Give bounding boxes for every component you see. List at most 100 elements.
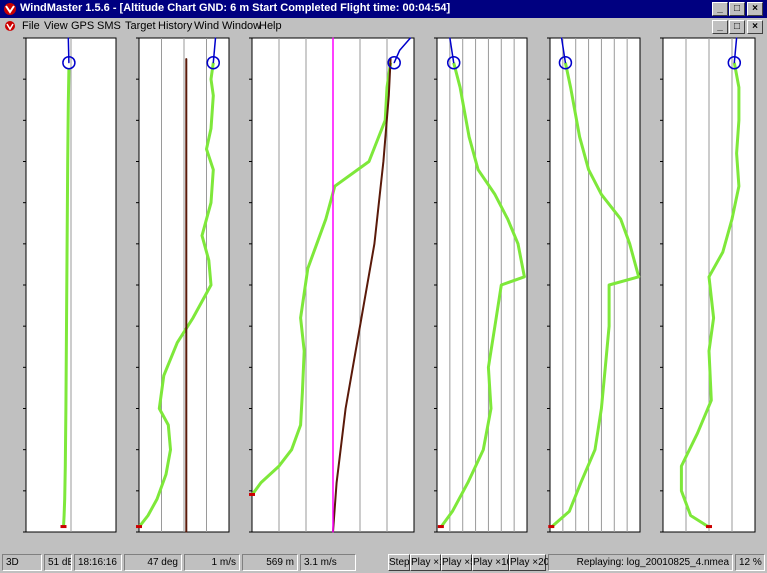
data-point-current xyxy=(214,37,217,39)
window-title: WindMaster 1.5.6 - [Altitude Chart GND: … xyxy=(20,2,451,14)
menu-target[interactable]: Target xyxy=(125,20,156,32)
child-restore-button[interactable]: □ xyxy=(729,20,745,34)
data-point-profile xyxy=(165,473,167,475)
series-profile xyxy=(439,62,526,528)
menu-gps[interactable]: GPS xyxy=(71,20,95,32)
data-point-profile xyxy=(451,510,454,513)
data-point-profile xyxy=(325,218,327,220)
menu-file[interactable]: File xyxy=(22,20,40,32)
data-point-profile xyxy=(64,465,66,467)
data-point-trend xyxy=(185,57,187,60)
data-point-profile xyxy=(736,152,738,154)
data-point-current xyxy=(399,49,401,51)
data-point-profile xyxy=(600,193,603,196)
data-point-profile xyxy=(568,510,570,513)
data-point-current xyxy=(67,37,69,39)
series-profile xyxy=(250,62,393,496)
data-point-trend xyxy=(382,160,384,163)
close-button[interactable]: × xyxy=(747,2,763,16)
menu-history[interactable]: History xyxy=(158,20,193,32)
data-point-profile xyxy=(176,342,178,344)
plot-area xyxy=(436,37,528,533)
data-point-profile xyxy=(64,498,66,500)
data-point-current xyxy=(449,37,451,39)
data-point-profile xyxy=(67,103,69,105)
data-point-profile xyxy=(500,284,502,286)
status-fix: 3D xyxy=(2,554,42,571)
data-point-profile xyxy=(210,202,212,204)
child-minimize-button[interactable]: _ xyxy=(712,20,728,34)
step-button[interactable]: Step xyxy=(388,554,410,571)
data-point-profile xyxy=(65,407,67,410)
data-point-profile xyxy=(604,366,606,368)
data-point-profile xyxy=(494,325,496,327)
data-point-profile xyxy=(708,350,710,352)
minimize-button[interactable]: _ xyxy=(712,2,728,16)
data-point-profile xyxy=(710,399,712,401)
series-profile xyxy=(550,62,641,529)
status-signal: 51 dB xyxy=(44,554,72,571)
data-point-profile xyxy=(638,276,640,278)
data-point-profile xyxy=(690,514,692,517)
data-point-profile xyxy=(680,490,683,492)
data-point-trend xyxy=(373,243,375,245)
app-logo-icon xyxy=(4,3,16,15)
data-point-profile xyxy=(722,251,724,253)
data-point-profile xyxy=(490,407,492,410)
data-point-profile xyxy=(212,169,214,171)
start-marker xyxy=(60,525,67,529)
play-x1-button[interactable]: Play ×1 xyxy=(410,554,445,571)
data-point-profile xyxy=(386,86,388,88)
data-point-profile xyxy=(65,325,68,327)
child-close-button[interactable]: × xyxy=(747,20,763,34)
data-point-profile xyxy=(167,424,169,426)
play-x20-button[interactable]: Play ×20 xyxy=(509,554,549,571)
data-point-current xyxy=(453,62,455,64)
document-icon[interactable] xyxy=(3,19,17,33)
current-position-marker xyxy=(558,55,573,70)
series-current xyxy=(733,37,738,63)
data-point-trend xyxy=(185,531,187,533)
menu-sms[interactable]: SMS xyxy=(97,20,121,32)
data-point-profile xyxy=(494,193,496,196)
data-point-profile xyxy=(156,498,158,500)
data-point-current xyxy=(733,62,735,64)
data-point-profile xyxy=(482,449,484,451)
data-point-profile xyxy=(278,465,280,467)
data-point-current xyxy=(409,37,411,39)
menu-help[interactable]: Help xyxy=(259,20,282,32)
menu-bar: File View GPS SMS Target History Wind Wi… xyxy=(0,18,767,35)
data-point-profile xyxy=(731,218,733,220)
data-point-current xyxy=(560,37,563,39)
play-x5-button[interactable]: Play ×5 xyxy=(441,554,476,571)
data-point-profile xyxy=(67,160,69,163)
start-marker xyxy=(136,525,142,529)
data-point-profile xyxy=(713,317,715,319)
data-point-profile xyxy=(487,366,490,368)
data-point-current xyxy=(393,62,395,64)
data-point-profile xyxy=(66,243,68,245)
data-point-profile xyxy=(63,514,65,517)
data-point-profile xyxy=(368,160,370,163)
start-marker xyxy=(249,492,255,496)
series-current xyxy=(560,37,567,63)
maximize-button[interactable]: □ xyxy=(729,2,745,16)
data-point-profile xyxy=(210,78,212,80)
data-point-profile xyxy=(334,185,336,187)
play-x10-button[interactable]: Play ×10 xyxy=(472,554,512,571)
data-point-profile xyxy=(212,95,214,97)
data-point-profile xyxy=(163,374,165,377)
data-point-profile xyxy=(307,267,309,270)
data-point-profile xyxy=(459,86,461,88)
series-current xyxy=(212,37,217,63)
data-point-profile xyxy=(738,119,740,121)
status-bar: 3D 51 dB 18:16:16 47 deg 1 m/s 569 m 3.1… xyxy=(0,551,767,573)
data-point-profile xyxy=(300,424,302,426)
data-point-profile xyxy=(507,218,509,220)
menu-wind[interactable]: Wind xyxy=(194,20,220,32)
menu-window[interactable]: Window xyxy=(222,20,262,32)
current-position-marker xyxy=(387,55,401,70)
menu-view[interactable]: View xyxy=(44,20,68,32)
data-point-profile xyxy=(580,482,582,484)
data-point-profile xyxy=(523,276,526,278)
